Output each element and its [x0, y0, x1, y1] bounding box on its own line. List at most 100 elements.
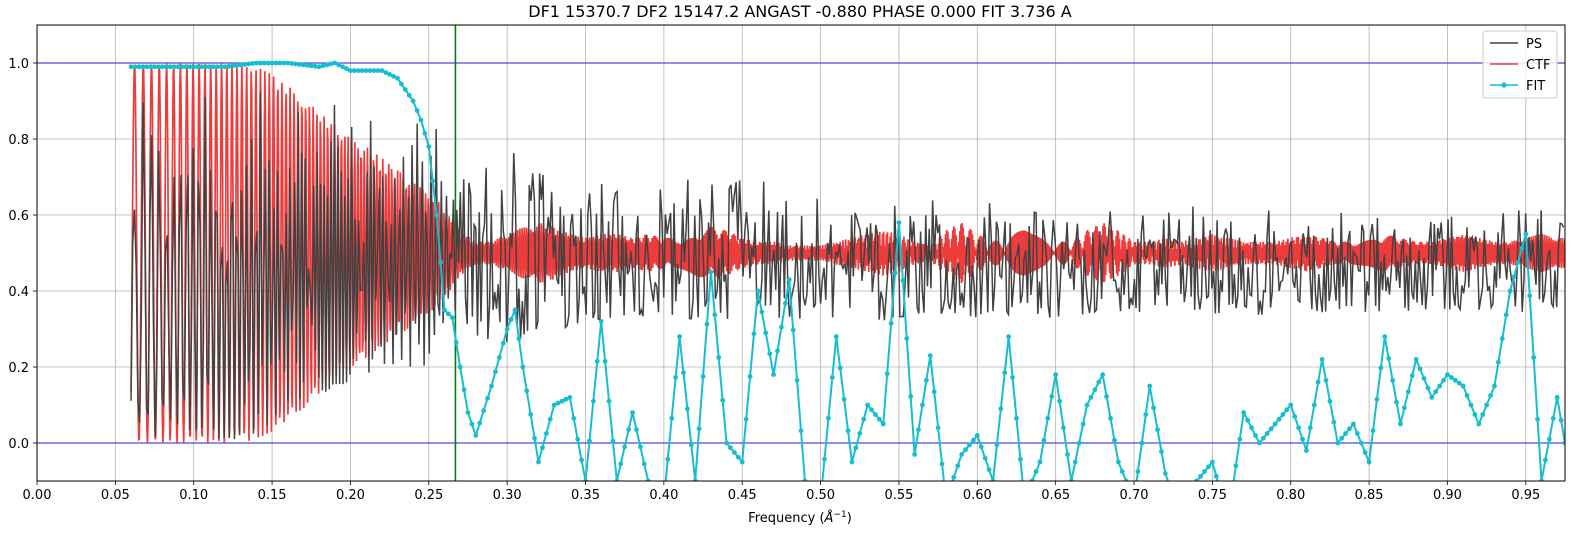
fit-point: [923, 377, 929, 383]
fit-point: [1037, 459, 1043, 465]
fit-point: [935, 425, 941, 431]
fit-point: [1445, 372, 1450, 377]
fit-point: [841, 396, 847, 402]
legend-box: [1482, 30, 1558, 99]
y-tick-label: 0.8: [8, 133, 29, 148]
fit-point: [191, 64, 197, 70]
legend-item-ctf: CTF: [1490, 58, 1551, 73]
fit-point: [543, 431, 549, 436]
x-axis-label-symbol: Å: [824, 510, 834, 526]
fit-point: [837, 365, 843, 371]
fit-point: [896, 220, 902, 226]
fit-point: [583, 478, 588, 481]
fit-point: [900, 278, 906, 283]
fit-point: [406, 92, 412, 98]
fit-point: [1300, 436, 1305, 442]
fit-point: [1092, 387, 1098, 393]
fit-point: [1492, 383, 1497, 389]
x-tick-label: 0.90: [1433, 488, 1462, 503]
x-tick-label: 0.10: [179, 488, 208, 503]
fit-point: [1370, 428, 1376, 434]
fit-point: [159, 64, 165, 70]
fit-point: [1006, 334, 1012, 339]
fit-point: [829, 375, 835, 380]
legend-item-fit: FIT: [1490, 79, 1545, 94]
fit-point: [1476, 421, 1482, 427]
fit-point: [516, 336, 522, 341]
y-tick-label: 0.6: [8, 209, 29, 224]
fit-point: [265, 60, 271, 66]
fit-point: [477, 420, 483, 426]
fit-point: [598, 319, 604, 324]
x-tick-label: 0.75: [1198, 488, 1227, 503]
fit-point: [398, 81, 404, 87]
ps-series-line: [130, 91, 1565, 440]
fit-point: [1264, 431, 1270, 436]
x-tick-label: 0.25: [414, 488, 443, 503]
fit-point: [163, 64, 169, 70]
fit-point: [1331, 419, 1337, 425]
fit-point: [779, 324, 784, 330]
fit-point: [1437, 383, 1443, 389]
fit-point: [610, 438, 616, 444]
fit-point: [622, 444, 628, 450]
fit-point: [567, 395, 573, 400]
fit-point: [1155, 427, 1160, 433]
fit-point: [453, 339, 459, 345]
fit-point: [798, 428, 804, 434]
fit-point: [1535, 416, 1540, 422]
legend-label-fit: FIT: [1526, 79, 1545, 94]
fit-point: [246, 61, 251, 67]
fit-point: [465, 410, 471, 415]
fit-point: [939, 461, 945, 467]
fit-point: [214, 64, 220, 70]
x-tick-label: 0.80: [1276, 488, 1305, 503]
fit-point: [128, 64, 134, 70]
fit-point: [1049, 394, 1055, 399]
fit-point: [1429, 395, 1435, 400]
fit-point: [1088, 395, 1094, 400]
fit-point: [1503, 312, 1509, 318]
fit-point: [614, 478, 620, 481]
fit-point: [285, 60, 291, 66]
fit-point: [324, 62, 330, 68]
fit-point: [634, 427, 639, 433]
fit-point: [927, 353, 933, 358]
fit-point: [1065, 452, 1070, 457]
fit-point: [1241, 410, 1247, 415]
fit-point: [254, 60, 259, 66]
fit-point: [481, 408, 487, 414]
fit-point: [1347, 426, 1352, 432]
fit-point: [916, 427, 921, 433]
fit-point: [751, 331, 757, 337]
fit-point: [496, 355, 502, 360]
fit-point: [724, 440, 729, 446]
fit-point: [1413, 357, 1419, 362]
fit-point: [637, 444, 643, 450]
fit-point: [1253, 433, 1258, 438]
fit-point: [1202, 469, 1207, 474]
fit-point: [402, 87, 408, 92]
legend-label-ps: PS: [1526, 37, 1542, 52]
fit-point: [148, 64, 154, 70]
fit-point: [1162, 471, 1168, 476]
fit-point: [152, 64, 157, 70]
fit-point: [195, 64, 201, 70]
fit-point: [351, 68, 357, 73]
fit-point: [606, 398, 612, 404]
legend-marker-fit: [1501, 82, 1507, 88]
fit-point: [1354, 431, 1360, 436]
fit-point: [1249, 425, 1254, 431]
fit-point: [1119, 469, 1125, 474]
fit-point: [1319, 357, 1325, 362]
fit-point: [1041, 437, 1047, 443]
fit-point: [967, 442, 972, 448]
fit-point: [218, 64, 224, 70]
x-tick-label: 0.95: [1511, 488, 1540, 503]
fit-point: [575, 436, 581, 442]
fit-point: [293, 61, 298, 67]
fit-point: [1351, 421, 1356, 427]
fit-point: [1112, 437, 1117, 443]
fit-point: [1441, 377, 1446, 383]
fit-point: [203, 64, 208, 70]
